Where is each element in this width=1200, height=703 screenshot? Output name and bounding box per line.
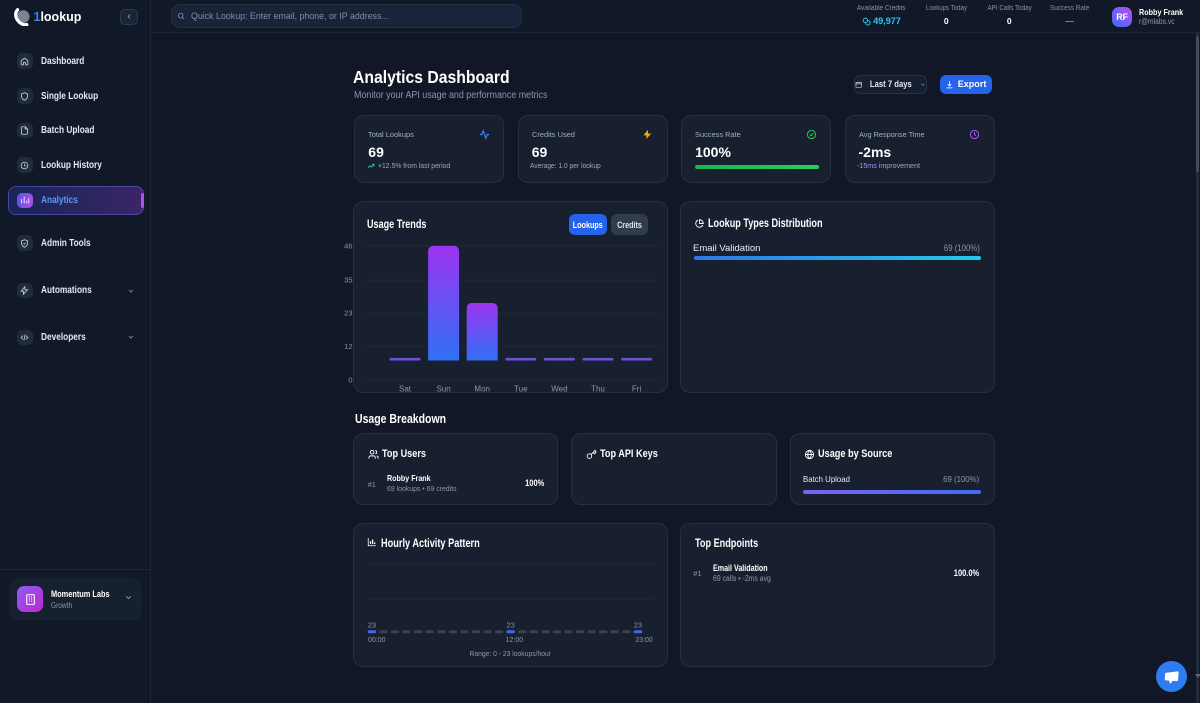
svg-text:Tue: Tue — [514, 385, 528, 394]
svg-text:23: 23 — [344, 309, 352, 318]
svg-text:35: 35 — [344, 276, 352, 285]
svg-text:Sat: Sat — [399, 385, 412, 394]
svg-text:0: 0 — [348, 376, 352, 385]
svg-text:12: 12 — [344, 342, 352, 351]
svg-text:Sun: Sun — [436, 385, 450, 394]
svg-text:Wed: Wed — [551, 385, 567, 394]
svg-text:23: 23 — [368, 620, 376, 629]
svg-text:Fri: Fri — [632, 385, 642, 394]
svg-text:23: 23 — [634, 620, 642, 629]
svg-text:Thu: Thu — [591, 385, 605, 394]
svg-text:Mon: Mon — [474, 385, 490, 394]
svg-text:46: 46 — [344, 241, 352, 250]
svg-text:23: 23 — [507, 620, 515, 629]
